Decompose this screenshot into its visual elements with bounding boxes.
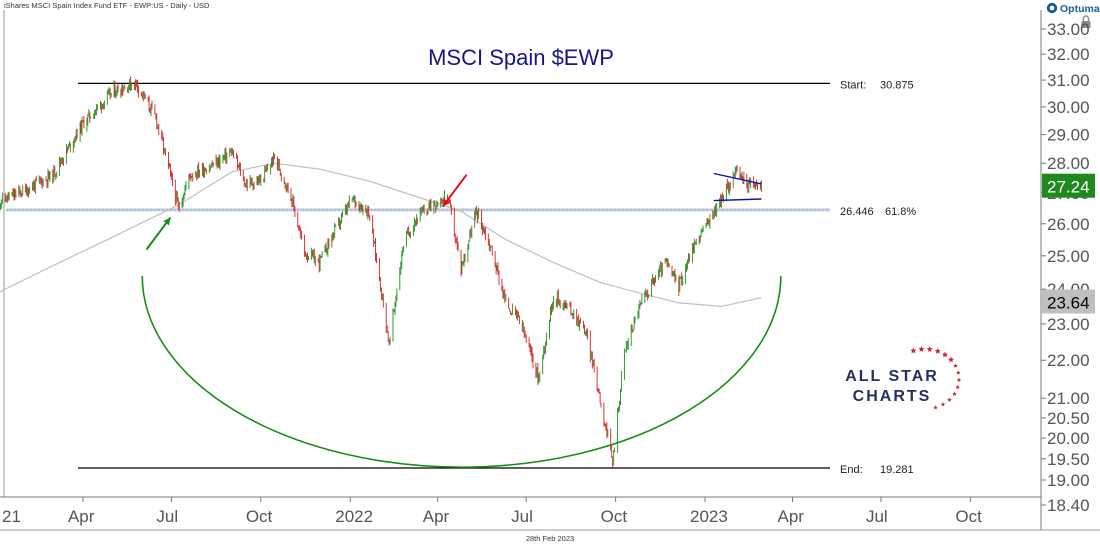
y-tick-label: 23.00 [1047, 315, 1090, 334]
star-icon [910, 347, 917, 354]
x-tick-label: Oct [955, 507, 982, 526]
optuma-logo-text: Optuma [1060, 3, 1100, 15]
star-icon [952, 391, 957, 396]
x-tick-label: Jul [156, 507, 178, 526]
watermark-star-ring [910, 346, 962, 410]
y-tick-label: 26.00 [1047, 215, 1090, 234]
x-tick-label: Apr [423, 507, 450, 526]
price-badge: 23.64 [1042, 289, 1095, 314]
annotation-layer [141, 172, 782, 468]
y-tick-label: 25.00 [1047, 247, 1090, 266]
fib-percent-label: 61.8% [885, 206, 916, 218]
price-badge: 27.24 [1042, 173, 1095, 198]
star-icon [918, 346, 925, 352]
triangle-pattern [713, 172, 762, 202]
watermark-line-1: ALL STAR [845, 368, 939, 385]
lock-icon[interactable] [1081, 15, 1091, 28]
y-tick-label: 20.00 [1047, 429, 1090, 448]
x-tick-label: 21 [2, 507, 21, 526]
all-star-charts-watermark: ALL STAR CHARTS [845, 346, 962, 410]
triangle-upper-trendline [713, 172, 762, 185]
star-icon [956, 370, 961, 375]
x-tick-label: Apr [68, 507, 95, 526]
footer-date: 28th Feb 2023 [526, 534, 574, 543]
x-tick-label: Apr [778, 507, 805, 526]
price-badge-label: 23.64 [1047, 294, 1090, 313]
y-tick-label: 31.00 [1047, 71, 1090, 90]
x-tick-label: Jul [866, 507, 888, 526]
price-axis[interactable]: 19.0019.5020.0020.5021.0022.0023.0024.00… [1041, 20, 1090, 515]
x-tick-label: 2022 [335, 507, 373, 526]
price-badges: 27.24 23.64 [1042, 173, 1095, 314]
y-tick-label: 20.50 [1047, 409, 1090, 428]
y-tick-label: 30.00 [1047, 98, 1090, 117]
price-candles [0, 76, 762, 469]
rounding-bottom-arc [141, 275, 782, 468]
watermark-line-2: CHARTS [853, 388, 932, 405]
star-icon [940, 402, 946, 407]
star-icon [955, 384, 960, 390]
instrument-header: iShares MSCI Spain Index Fund ETF - EWP:… [4, 1, 210, 10]
end-value-label: 19.281 [880, 464, 914, 476]
y-tick-label: 21.00 [1047, 389, 1090, 408]
optuma-logo: Optuma [1046, 2, 1100, 15]
price-badge-label: 27.24 [1047, 178, 1090, 197]
reference-lines: Start: 30.875 26.446 61.8% End: 19.281 [6, 79, 916, 476]
star-icon [953, 363, 958, 368]
x-tick-label: Jul [511, 507, 533, 526]
x-tick-label: Oct [601, 507, 628, 526]
x-tick-label: Oct [246, 507, 273, 526]
start-label: Start: [840, 79, 866, 91]
green-arrow-icon [145, 216, 172, 251]
y-tick-label: 32.00 [1047, 45, 1090, 64]
y-tick-label: 28.00 [1047, 154, 1090, 173]
start-value-label: 30.875 [880, 79, 914, 91]
y-tick-label: 19.00 [1047, 471, 1090, 490]
y-tick-label: 19.50 [1047, 450, 1090, 469]
star-icon [947, 397, 952, 402]
end-label: End: [840, 464, 863, 476]
time-axis[interactable]: 21 Apr Jul Oct 2022 Apr Jul Oct 2023 Apr Jul Oct [0, 497, 982, 526]
red-arrow-icon [441, 174, 468, 208]
star-icon [934, 348, 941, 354]
fib-value-label: 26.446 [840, 206, 874, 218]
star-icon [926, 346, 933, 352]
chart-title: MSCI Spain $EWP [428, 45, 614, 70]
star-icon [933, 405, 938, 410]
star-icon [956, 377, 962, 382]
x-tick-label: 2023 [690, 507, 728, 526]
y-tick-label: 33.00 [1047, 20, 1090, 39]
y-tick-label: 22.00 [1047, 351, 1090, 370]
triangle-lower-trendline [713, 198, 762, 202]
star-icon [941, 351, 948, 358]
y-tick-label: 18.40 [1047, 496, 1090, 515]
y-tick-label: 29.00 [1047, 126, 1090, 145]
star-icon [948, 356, 955, 363]
